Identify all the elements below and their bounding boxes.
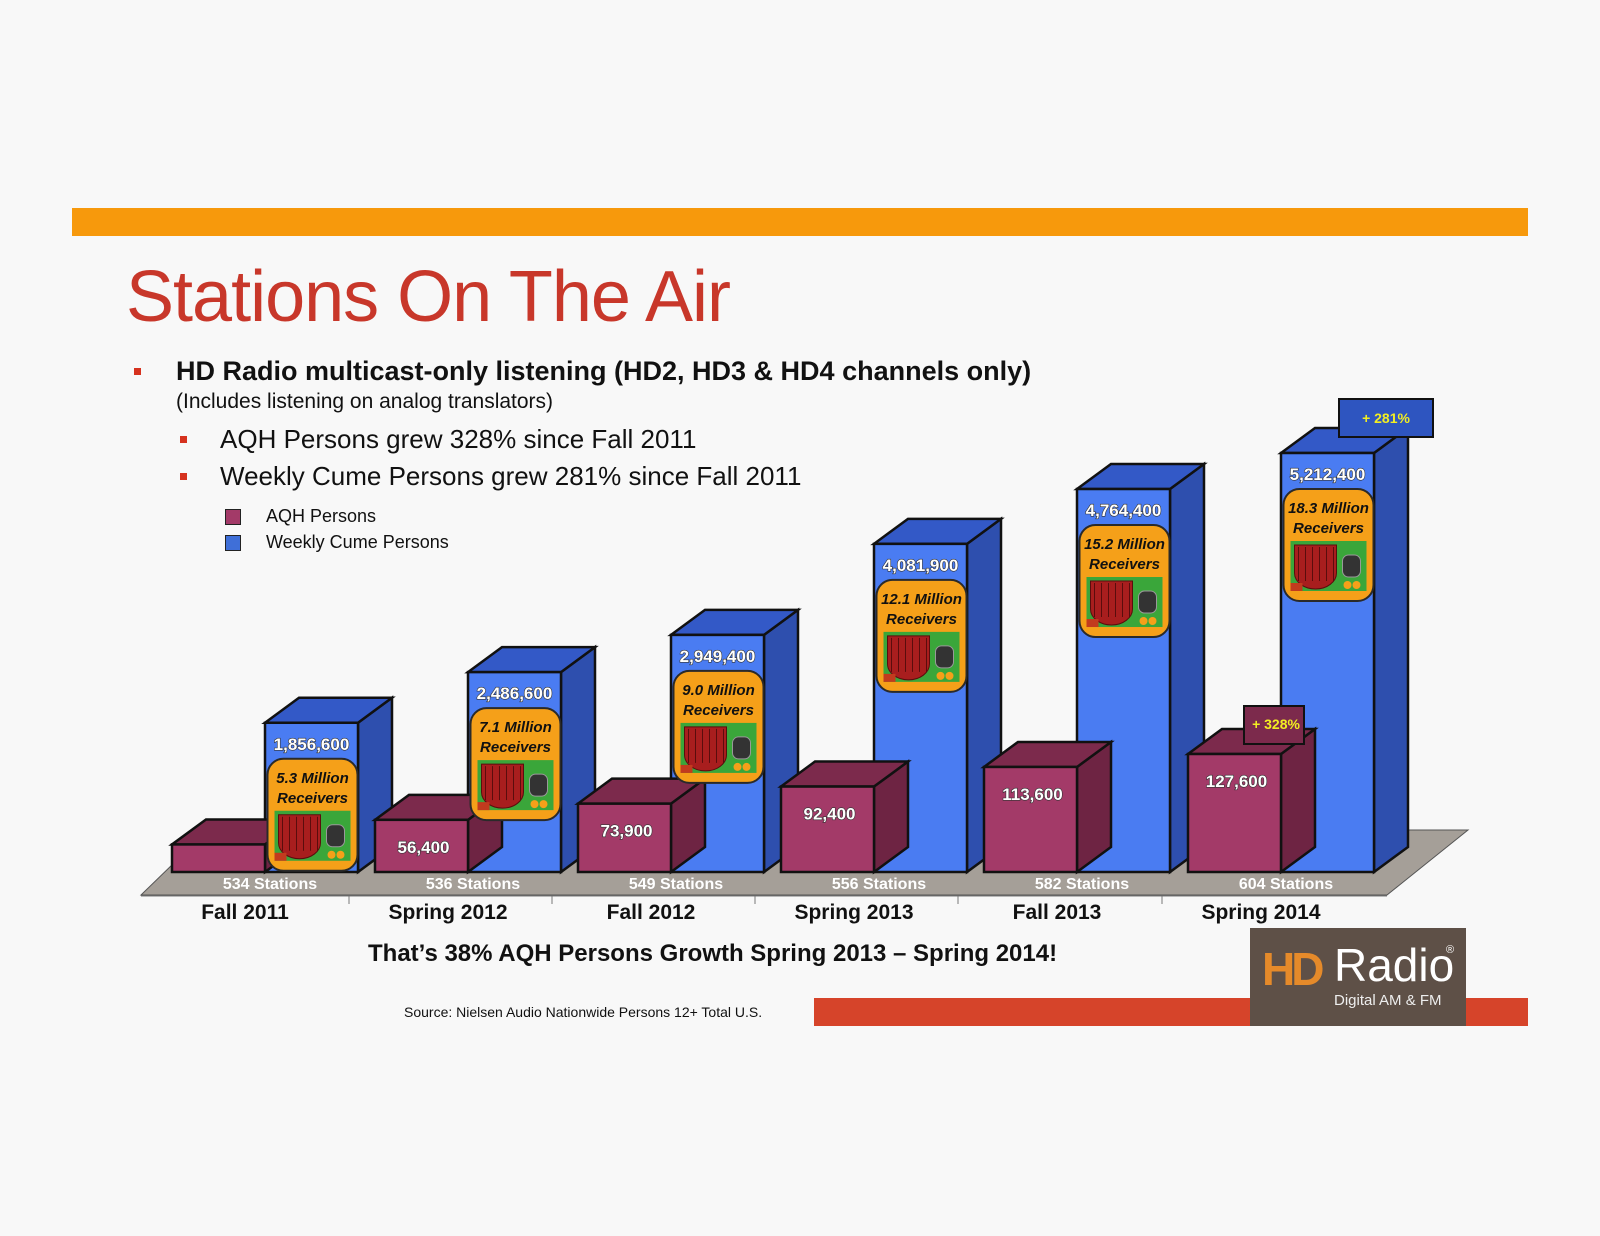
legend-label-aqh: AQH Persons [266,506,377,526]
cume-value: 2,949,400 [680,647,756,666]
receivers-count: 7.1 Million [479,719,552,736]
radio-icon [274,810,351,861]
category-label: Fall 2013 [1013,901,1102,924]
radio-icon [1290,541,1367,591]
legend-label-cume: Weekly Cume Persons [266,532,449,552]
receivers-label: Receivers [1089,556,1160,573]
stations-count: 534 Stations [223,876,317,893]
category-label: Spring 2014 [1201,901,1320,924]
source-note: Source: Nielsen Audio Nationwide Persons… [404,1004,763,1020]
receivers-count: 12.1 Million [881,591,962,608]
receivers-count: 18.3 Million [1288,500,1369,517]
receivers-count: 15.2 Million [1084,536,1165,553]
hd-logo-mark: HD [1262,943,1324,995]
legend-swatch-aqh [225,509,241,525]
receivers-label: Receivers [683,702,754,719]
receivers-badge: 5.3 Million Receivers [266,757,359,872]
receivers-count: 9.0 Million [682,682,755,699]
radio-icon [477,760,554,811]
registered-icon: ® [1446,944,1455,956]
receivers-badge: 18.3 Million Receivers [1282,488,1375,602]
bullet-main-sub: (Includes listening on analog translator… [176,390,554,413]
cume-value: 5,212,400 [1290,465,1366,484]
aqh-growth-annotation: + 328% [1243,705,1305,745]
cume-value: 4,764,400 [1086,501,1162,520]
aqh-bar-5 [1184,726,1319,875]
receivers-count: 5.3 Million [276,770,349,787]
bullet-icon [180,473,187,480]
aqh-value: 113,600 [1002,785,1063,804]
stations-count: 536 Stations [426,876,520,893]
bullet-aqh: AQH Persons grew 328% since Fall 2011 [220,424,697,454]
logo-radio-text: Radio [1334,939,1455,991]
category-label: Spring 2012 [388,901,507,924]
stations-count: 556 Stations [832,876,926,893]
receivers-label: Receivers [1293,520,1364,537]
svg-text:+ 281%: + 281% [1362,410,1410,426]
growth-callout: That’s 38% AQH Persons Growth Spring 201… [368,940,1058,967]
category-label: Fall 2012 [607,901,696,924]
bullet-main: HD Radio multicast-only listening (HD2, … [176,356,1032,386]
bullet-icon [134,368,141,375]
receivers-label: Receivers [277,790,348,807]
aqh-bar-2 [574,776,709,875]
stations-count: 582 Stations [1035,876,1129,893]
radio-icon [680,722,757,773]
aqh-value: 127,600 [1206,772,1267,791]
cume-value: 2,486,600 [477,684,553,703]
receivers-label: Receivers [886,611,957,628]
logo-subtitle: Digital AM & FM [1334,992,1442,1009]
svg-text:+ 328%: + 328% [1252,716,1300,732]
radio-icon [1086,577,1163,628]
bullet-cume: Weekly Cume Persons grew 281% since Fall… [220,461,802,491]
aqh-value: 73,900 [601,822,653,841]
receivers-badge: 12.1 Million Receivers [875,578,968,693]
stations-count: 604 Stations [1239,876,1333,893]
bullet-icon [180,436,187,443]
aqh-bar-4 [980,739,1115,875]
cume-value: 4,081,900 [883,556,959,575]
top-accent-bar [72,208,1528,236]
legend-swatch-cume [225,535,241,551]
cume-value: 1,856,600 [274,735,350,754]
stations-count: 549 Stations [629,876,723,893]
cume-growth-annotation: + 281% [1338,398,1434,438]
slide-title: Stations On The Air [126,257,731,337]
radio-icon [883,631,960,682]
aqh-bar-3 [777,759,912,875]
receivers-badge: 9.0 Million Receivers [672,669,765,784]
receivers-badge: 7.1 Million Receivers [469,707,562,822]
hd-radio-logo: HD Radio ® Digital AM & FM [1250,928,1466,1026]
category-label: Fall 2011 [201,901,289,924]
aqh-value: 56,400 [398,838,450,857]
receivers-label: Receivers [480,739,551,756]
category-label: Spring 2013 [794,901,913,924]
receivers-badge: 15.2 Million Receivers [1078,524,1171,639]
aqh-value: 92,400 [804,805,856,824]
